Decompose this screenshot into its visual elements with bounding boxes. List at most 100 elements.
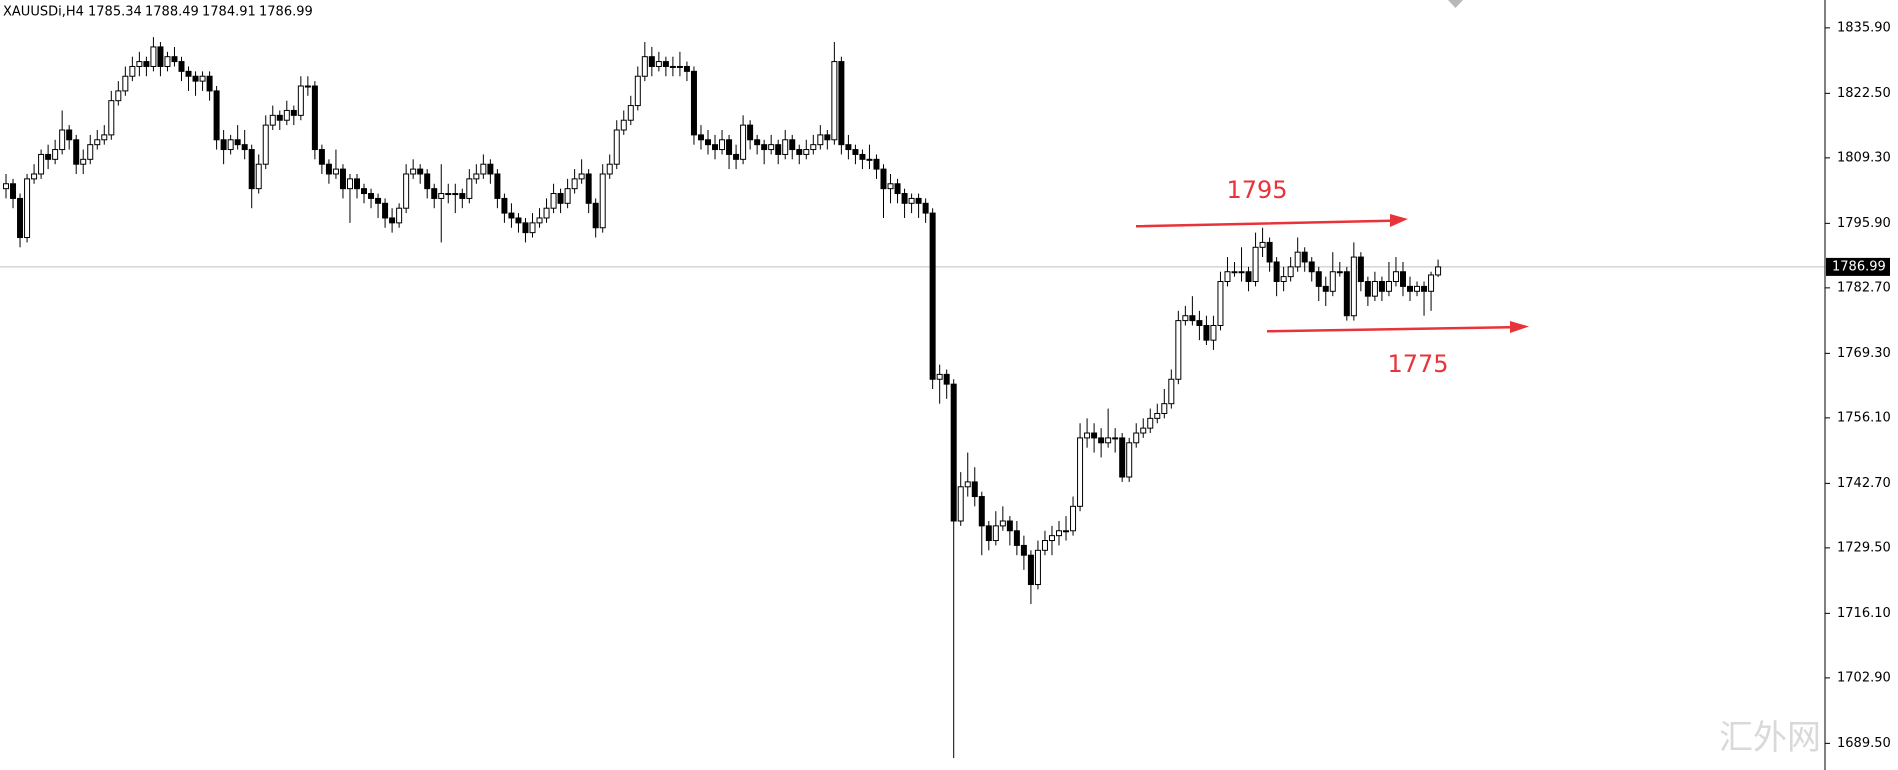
candle-body <box>220 139 227 151</box>
candle-body <box>1147 417 1154 429</box>
candle-body <box>480 163 487 175</box>
candle-body <box>150 46 157 67</box>
candle-body <box>915 197 922 204</box>
candle-body <box>1041 540 1048 551</box>
candle-body <box>199 75 206 82</box>
candle-body <box>1421 285 1428 292</box>
candle-body <box>185 70 192 77</box>
candle-body <box>754 139 761 146</box>
candle-body <box>1013 530 1020 546</box>
candle-body <box>1091 432 1098 439</box>
y-tick-label: 1769.30 <box>1837 346 1891 361</box>
candle-body <box>838 61 845 146</box>
candles <box>3 37 1442 759</box>
candle-body <box>880 168 887 190</box>
candle-body <box>304 85 311 88</box>
candle-body <box>613 129 620 165</box>
candle-body <box>108 100 115 136</box>
candle-body <box>290 109 297 116</box>
header-close: 1786.99 <box>259 5 313 20</box>
candle-body <box>985 525 992 542</box>
candle-body <box>768 144 775 151</box>
candle-body <box>122 75 129 92</box>
candle-body <box>164 56 171 67</box>
candle-body <box>192 75 199 82</box>
candle-body <box>592 202 599 229</box>
candle-body <box>417 168 424 175</box>
candle-body <box>1301 251 1308 263</box>
candle-body <box>136 61 143 67</box>
candle-body <box>1287 266 1294 278</box>
candle-body <box>368 193 375 199</box>
watermark: 汇外网 <box>1719 718 1821 758</box>
y-tick-label: 1835.90 <box>1837 20 1891 35</box>
candle-body <box>403 173 410 209</box>
candle-body <box>45 153 52 160</box>
candle-body <box>578 173 585 180</box>
candle-body <box>908 197 915 204</box>
candle-body <box>269 114 276 126</box>
candle-body <box>810 144 817 151</box>
y-tick-label: 1702.90 <box>1837 670 1891 685</box>
candle-body <box>957 486 964 522</box>
candle-body <box>318 149 325 165</box>
annotation-lower: 1775 <box>1267 321 1529 378</box>
candle-body <box>648 56 655 67</box>
candle-body <box>971 481 978 498</box>
y-tick-label: 1689.50 <box>1837 736 1891 751</box>
candle-body <box>206 75 213 92</box>
candle-body <box>1020 544 1027 556</box>
y-tick-label: 1795.90 <box>1837 216 1891 231</box>
candle-body <box>1231 271 1238 274</box>
candle-body <box>1006 520 1013 532</box>
candle-body <box>999 520 1006 527</box>
candle-body <box>1056 530 1062 537</box>
candle-body <box>1154 412 1161 419</box>
candle-body <box>17 197 24 239</box>
candle-body <box>52 149 59 160</box>
candle-body <box>438 193 445 199</box>
annotation-arrow <box>1267 321 1529 333</box>
candle-body <box>10 183 17 199</box>
candle-body <box>354 178 360 190</box>
candle-body <box>283 109 290 121</box>
y-tick-label: 1756.10 <box>1837 410 1891 425</box>
candle-body <box>1273 261 1280 283</box>
candle-body <box>1259 241 1266 248</box>
candle-body <box>697 134 704 141</box>
candle-body <box>1322 285 1329 292</box>
candle-body <box>866 158 873 161</box>
candle-body <box>726 139 733 155</box>
candle-body <box>522 222 529 234</box>
candle-body <box>1329 271 1336 292</box>
candle-body <box>775 144 782 155</box>
candle-body <box>859 153 866 160</box>
candle-body <box>171 56 178 63</box>
candle-body <box>515 217 522 224</box>
candle-body <box>543 207 550 219</box>
candle-body <box>157 46 164 67</box>
candle-body <box>557 193 564 204</box>
candle-body <box>1350 256 1357 317</box>
candle-body <box>431 188 438 199</box>
candle-body <box>389 217 396 224</box>
candle-body <box>1364 281 1371 297</box>
candle-body <box>346 178 353 190</box>
header-open: 1785.34 <box>88 5 142 20</box>
candle-body <box>396 207 403 224</box>
candle-body <box>1048 535 1055 542</box>
candle-body <box>662 61 669 67</box>
candle-body <box>683 65 690 72</box>
candle-body <box>1407 285 1413 292</box>
candle-body <box>1238 271 1245 274</box>
candle-body <box>669 65 676 68</box>
candle-body <box>1217 281 1224 326</box>
candle-body <box>508 212 515 219</box>
candle-body <box>1414 285 1421 292</box>
candle-body <box>719 139 726 151</box>
candle-body <box>129 65 136 77</box>
candle-body <box>803 149 810 155</box>
candle-body <box>73 139 80 165</box>
candle-body <box>59 129 66 151</box>
